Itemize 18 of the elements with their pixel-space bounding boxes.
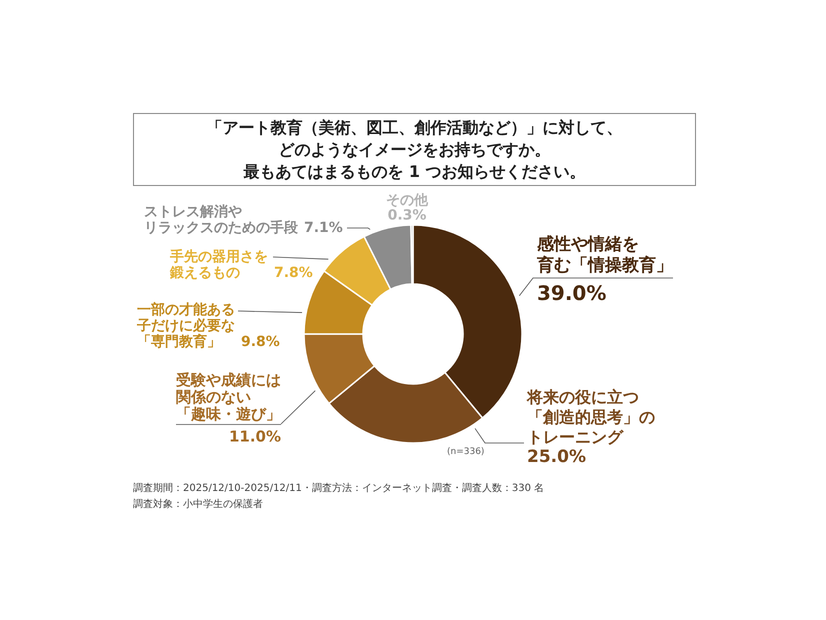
slice-label: ストレス解消やリラックスのための手段 <box>144 204 299 236</box>
data-label: 7.1% <box>304 220 343 236</box>
slice-label: 手先の器用さを鍛えるもの <box>169 248 268 281</box>
data-label: 7.8% <box>274 265 313 281</box>
data-label: 25.0% <box>527 447 586 467</box>
text: 調査期間：2025/12/10-2025/12/11・調査方法：インターネット調査・調査人数：330 名 <box>133 482 544 495</box>
slice-label: その他 <box>386 192 429 208</box>
data-label: 39.0% <box>537 281 606 305</box>
text: (n=336) <box>447 447 484 457</box>
slice-label: 受験や成績には関係のない「趣味・遊び」 <box>175 371 281 423</box>
data-label: 9.8% <box>241 334 280 350</box>
slice-label: 将来の役に立つ「創造的思考」のトレーニング <box>526 388 655 446</box>
slice-label: 一部の才能ある子だけに必要な「専門教育」 <box>136 301 235 350</box>
slice-label: 感性や情緒を育む「情操教育」 <box>536 234 673 276</box>
data-label: 11.0% <box>228 428 281 446</box>
chart-title: 「アート教育（美術、図工、創作活動など）」に対して、どのようなイメージをお持ちですか。最もあてはまるものを 1 つお知らせください。 <box>206 116 624 182</box>
data-label: 0.3% <box>388 208 426 224</box>
text: 調査対象：小中学生の保護者 <box>133 498 263 511</box>
